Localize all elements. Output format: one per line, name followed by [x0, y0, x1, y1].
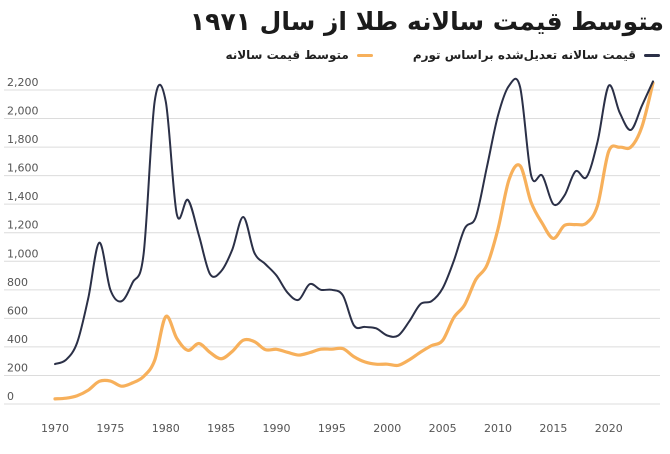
x-tick-label: 1980: [152, 422, 180, 435]
x-tick-label: 1995: [318, 422, 346, 435]
x-tick-label: 2020: [595, 422, 623, 435]
series-line-average-price: [53, 81, 655, 401]
series-line-inflation-adjusted: [54, 77, 654, 366]
x-tick-label: 1975: [96, 422, 124, 435]
y-tick-label: 600: [7, 304, 28, 317]
y-tick-label: 1,000: [7, 247, 39, 260]
legend-item-inflation-adjusted: قیمت سالانه تعدیل‌شده براساس تورم: [413, 46, 660, 64]
legend-label-average-price: متوسط قیمت سالانه: [225, 48, 349, 62]
x-tick-label: 2000: [373, 422, 401, 435]
chart-legend: قیمت سالانه تعدیل‌شده براساس تورم متوسط …: [225, 46, 660, 64]
legend-swatch-inflation-adjusted: [644, 53, 660, 57]
legend-label-inflation-adjusted: قیمت سالانه تعدیل‌شده براساس تورم: [412, 48, 636, 62]
y-tick-label: 2,000: [7, 105, 39, 118]
y-tick-label: 200: [7, 361, 28, 374]
legend-swatch-average-price: [356, 53, 373, 57]
y-tick-label: 1,600: [7, 162, 39, 175]
y-tick-label: 2,200: [7, 76, 39, 89]
x-tick-label: 1970: [41, 422, 69, 435]
y-tick-label: 0: [7, 390, 14, 403]
x-tick-label: 1990: [262, 422, 290, 435]
x-tick-label: 2005: [429, 422, 457, 435]
x-tick-label: 2015: [539, 422, 567, 435]
y-tick-label: 1,400: [7, 190, 39, 203]
y-tick-label: 1,800: [7, 133, 39, 146]
gridlines: [4, 89, 660, 405]
series-lines: [53, 77, 655, 401]
x-axis-tick-labels: 1970 1975 1980 1985 1990 1995 2000 2005 2010 2015…: [41, 422, 623, 435]
x-tick-label: 1985: [207, 422, 235, 435]
y-tick-label: 800: [7, 276, 28, 289]
y-axis-tick-labels: 0 200 400 600 800 1,000 1,200 1,400 1,600 1,800 2,…: [7, 76, 39, 403]
chart-title: متوسط قیمت سالانه طلا از سال ۱۹۷۱: [189, 7, 664, 36]
y-tick-label: 1,200: [7, 219, 39, 232]
legend-item-average-price: متوسط قیمت سالانه: [225, 46, 373, 64]
y-tick-label: 400: [7, 333, 28, 346]
x-tick-label: 2010: [484, 422, 512, 435]
